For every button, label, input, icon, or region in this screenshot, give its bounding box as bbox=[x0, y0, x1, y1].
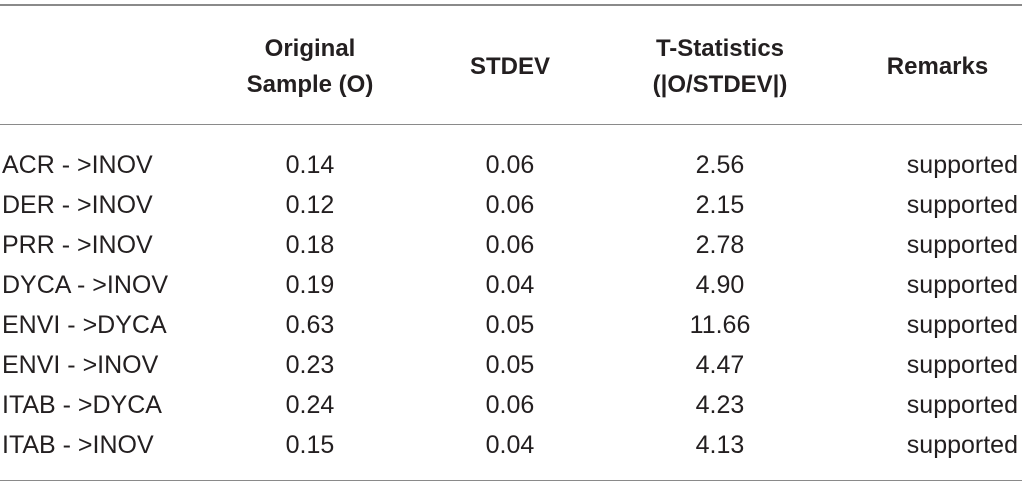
original-sample-cell: 0.24 bbox=[285, 391, 335, 419]
remark-cell: supported bbox=[906, 191, 1018, 219]
stdev-cell: 0.05 bbox=[485, 351, 535, 379]
t-statistic-cell: 2.15 bbox=[695, 191, 745, 219]
original-sample-cell: 0.14 bbox=[285, 151, 335, 179]
header-original-sample: Original Sample (O) bbox=[210, 32, 410, 102]
header-separator-rule bbox=[0, 124, 1022, 125]
header-t-statistics: T-Statistics (|O/STDEV|) bbox=[620, 32, 820, 102]
remark-cell: supported bbox=[906, 231, 1018, 259]
stdev-cell: 0.05 bbox=[485, 311, 535, 339]
stdev-cell: 0.04 bbox=[485, 431, 535, 459]
t-statistic-cell: 4.23 bbox=[695, 391, 745, 419]
original-sample-cell: 0.19 bbox=[285, 271, 335, 299]
original-sample-cell: 0.18 bbox=[285, 231, 335, 259]
header-stdev-label: STDEV bbox=[469, 53, 550, 80]
original-sample-cell: 0.12 bbox=[285, 191, 335, 219]
path-cell: ACR - >INOV bbox=[2, 151, 153, 179]
header-original-line1: Original bbox=[264, 35, 356, 62]
original-sample-cell: 0.15 bbox=[285, 431, 335, 459]
path-cell: PRR - >INOV bbox=[2, 231, 153, 259]
header-t-line1: T-Statistics bbox=[655, 35, 785, 62]
path-cell: ENVI - >DYCA bbox=[2, 311, 167, 339]
stdev-cell: 0.06 bbox=[485, 231, 535, 259]
stdev-cell: 0.06 bbox=[485, 391, 535, 419]
table-row: ACR - >INOV 0.14 0.06 2.56 supported bbox=[0, 145, 1022, 185]
path-cell: ITAB - >DYCA bbox=[2, 391, 162, 419]
table-row: DER - >INOV 0.12 0.06 2.15 supported bbox=[0, 185, 1022, 225]
remark-cell: supported bbox=[906, 351, 1018, 379]
table-row: ENVI - >INOV 0.23 0.05 4.47 supported bbox=[0, 345, 1022, 385]
remark-cell: supported bbox=[906, 311, 1018, 339]
path-cell: DER - >INOV bbox=[2, 191, 153, 219]
stdev-cell: 0.04 bbox=[485, 271, 535, 299]
path-cell: DYCA - >INOV bbox=[2, 271, 169, 299]
table-bottom-rule bbox=[0, 480, 1022, 481]
table-body: ACR - >INOV 0.14 0.06 2.56 supported DER… bbox=[0, 145, 1022, 465]
remark-cell: supported bbox=[906, 431, 1018, 459]
path-cell: ITAB - >INOV bbox=[2, 431, 154, 459]
header-stdev: STDEV bbox=[430, 32, 590, 102]
stdev-cell: 0.06 bbox=[485, 151, 535, 179]
original-sample-cell: 0.23 bbox=[285, 351, 335, 379]
table-row: ITAB - >INOV 0.15 0.04 4.13 supported bbox=[0, 425, 1022, 465]
header-remarks-label: Remarks bbox=[886, 53, 989, 80]
t-statistic-cell: 2.56 bbox=[695, 151, 745, 179]
t-statistic-cell: 4.13 bbox=[695, 431, 745, 459]
table-row: ITAB - >DYCA 0.24 0.06 4.23 supported bbox=[0, 385, 1022, 425]
remark-cell: supported bbox=[906, 391, 1018, 419]
header-t-line2: (|O/STDEV|) bbox=[652, 71, 788, 98]
remark-cell: supported bbox=[906, 271, 1018, 299]
table-row: DYCA - >INOV 0.19 0.04 4.90 supported bbox=[0, 265, 1022, 305]
original-sample-cell: 0.63 bbox=[285, 311, 335, 339]
t-statistic-cell: 4.90 bbox=[695, 271, 745, 299]
stdev-cell: 0.06 bbox=[485, 191, 535, 219]
header-remarks: Remarks bbox=[840, 32, 1022, 102]
remark-cell: supported bbox=[906, 151, 1018, 179]
table-row: PRR - >INOV 0.18 0.06 2.78 supported bbox=[0, 225, 1022, 265]
path-cell: ENVI - >INOV bbox=[2, 351, 159, 379]
table-row: ENVI - >DYCA 0.63 0.05 11.66 supported bbox=[0, 305, 1022, 345]
t-statistic-cell: 11.66 bbox=[689, 311, 751, 339]
t-statistic-cell: 4.47 bbox=[695, 351, 745, 379]
table-top-rule bbox=[0, 4, 1022, 6]
t-statistic-cell: 2.78 bbox=[695, 231, 745, 259]
header-original-line2: Sample (O) bbox=[246, 71, 374, 98]
